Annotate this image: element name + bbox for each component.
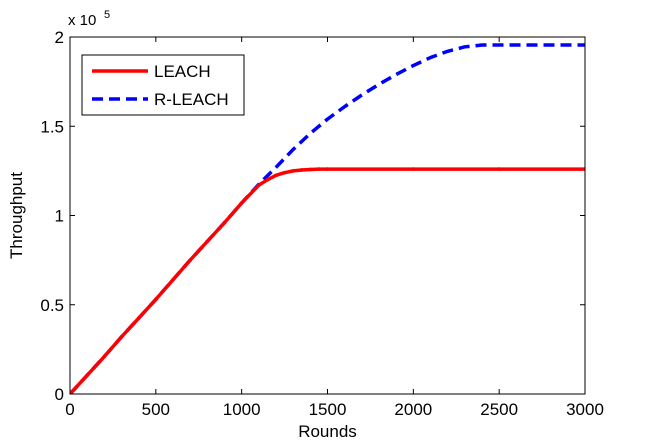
y-tick-label: 0.5 (40, 296, 64, 315)
legend-label-leach: LEACH (154, 62, 211, 81)
y-tick-label: 2 (55, 28, 64, 47)
x-axis-title: Rounds (298, 422, 357, 441)
y-tick-label: 0 (55, 385, 64, 404)
ticks-layer: 0 500 1000 1500 2000 2500 3000 0 0.5 1 1.5 2 (40, 28, 604, 419)
x-tick-label: 2000 (394, 400, 432, 419)
y-tick-label: 1 (55, 207, 64, 226)
x-tick-label: 1000 (223, 400, 261, 419)
x-tick-label: 500 (142, 400, 170, 419)
y-exponent-label: x 10 (68, 12, 96, 29)
y-exponent-power: 5 (104, 9, 110, 21)
x-tick-label: 3000 (566, 400, 604, 419)
series-line-leach (70, 167, 585, 394)
y-axis-title: Throughput (7, 172, 26, 259)
x-tick-label: 0 (65, 400, 74, 419)
legend: LEACH R-LEACH (81, 54, 245, 116)
x-tick-label: 2500 (480, 400, 518, 419)
x-tick-label: 1500 (309, 400, 347, 419)
y-tick-label: 1.5 (40, 117, 64, 136)
legend-label-r-leach: R-LEACH (154, 90, 229, 109)
series-layer (70, 43, 585, 394)
legend-box (81, 54, 245, 116)
